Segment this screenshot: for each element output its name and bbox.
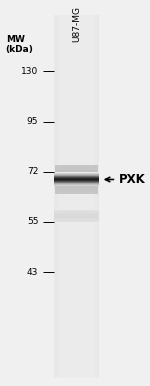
Bar	[55, 191, 98, 192]
Bar	[55, 169, 98, 170]
Text: U87-MG: U87-MG	[72, 6, 81, 42]
Bar	[55, 193, 98, 194]
Bar	[55, 190, 98, 191]
Bar	[55, 192, 98, 193]
Bar	[55, 189, 98, 190]
Bar	[55, 187, 98, 188]
Bar	[55, 186, 98, 187]
Bar	[55, 167, 98, 168]
Bar	[58, 15, 95, 378]
Bar	[55, 171, 98, 172]
Text: 130: 130	[21, 67, 38, 76]
Bar	[54, 217, 99, 218]
Text: 55: 55	[27, 217, 38, 227]
Bar	[55, 166, 98, 167]
Bar	[54, 220, 99, 221]
Bar	[54, 213, 99, 214]
Bar	[55, 170, 98, 171]
Bar	[54, 15, 99, 378]
Text: PXK: PXK	[119, 173, 146, 186]
Bar	[54, 211, 99, 212]
Bar	[54, 214, 99, 215]
Text: 72: 72	[27, 167, 38, 176]
Bar	[54, 221, 99, 222]
Text: 43: 43	[27, 267, 38, 277]
Bar	[55, 165, 98, 166]
Text: MW
(kDa): MW (kDa)	[6, 35, 34, 54]
Text: 95: 95	[27, 117, 38, 126]
Bar	[55, 168, 98, 169]
Bar	[55, 188, 98, 189]
